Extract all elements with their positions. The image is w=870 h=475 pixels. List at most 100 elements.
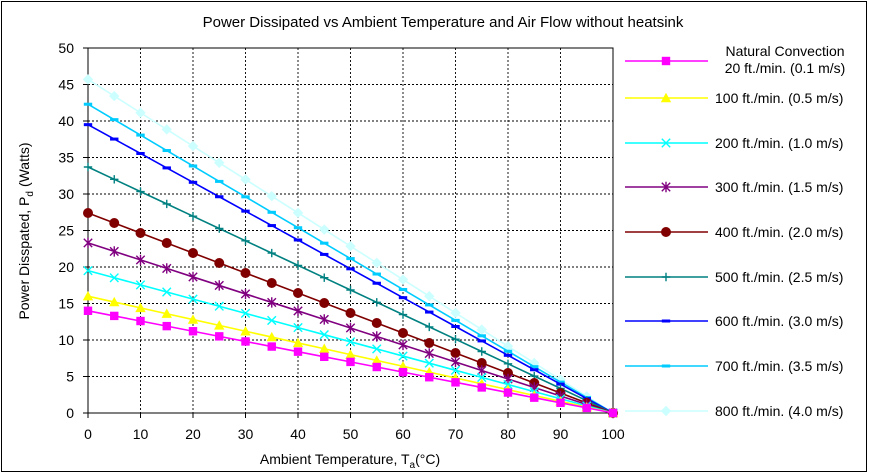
data-point (661, 181, 671, 193)
data-point (319, 224, 330, 235)
x-tick-label: 10 (133, 426, 149, 442)
y-tick-label: 25 (58, 223, 74, 239)
data-point (451, 378, 460, 387)
y-tick-label: 50 (58, 40, 74, 56)
x-axis-label-subscript: a (410, 460, 416, 471)
data-point (319, 297, 330, 308)
data-point (188, 247, 198, 258)
data-point (267, 297, 277, 308)
y-tick-label: 0 (66, 405, 74, 421)
legend-item-4: 300 ft./min. (1.5 m/s) (625, 179, 843, 195)
series-line-3 (83, 265, 618, 418)
data-point (530, 393, 539, 402)
data-point (161, 124, 172, 135)
data-point (503, 349, 513, 353)
y-axis-label: Power Disspated, Pd (Watts) (16, 142, 36, 319)
y-tick-label: 10 (58, 332, 74, 348)
data-point (372, 281, 381, 285)
data-point (162, 166, 171, 170)
series-line-7 (83, 123, 618, 415)
data-point (240, 174, 251, 185)
data-point (83, 123, 93, 127)
data-point (477, 347, 486, 356)
data-point (241, 337, 250, 346)
data-point (135, 254, 146, 266)
data-point (320, 252, 329, 256)
legend-item-9: 800 ft./min. (4.0 m/s) (625, 403, 843, 419)
legend-item-2: 100 ft./min. (0.5 m/s) (625, 90, 843, 106)
data-point (240, 326, 251, 336)
data-point (240, 308, 251, 319)
data-point (346, 267, 355, 271)
data-point (398, 296, 408, 300)
data-point (450, 356, 461, 368)
data-point (293, 287, 303, 298)
series-line-1 (83, 306, 618, 418)
y-tick-label: 40 (58, 113, 74, 129)
data-point (162, 263, 172, 274)
data-point (136, 133, 145, 137)
data-point (503, 373, 513, 385)
data-point (83, 237, 93, 249)
data-point (450, 307, 461, 319)
data-point (110, 311, 119, 321)
data-point (320, 352, 329, 361)
legend-label: 400 ft./min. (2.0 m/s) (715, 224, 843, 240)
data-point (214, 320, 225, 330)
x-tick-label: 40 (290, 426, 306, 442)
plot-area (87, 47, 614, 414)
data-point (476, 357, 487, 368)
data-point (661, 227, 671, 237)
data-point (293, 238, 303, 242)
data-point (135, 227, 146, 238)
data-point (346, 357, 355, 367)
data-point (320, 241, 329, 245)
data-point (214, 157, 225, 168)
data-point (136, 187, 145, 196)
data-point (109, 296, 120, 307)
data-point (162, 321, 171, 331)
data-point (424, 348, 434, 359)
data-point (661, 272, 671, 282)
data-point (188, 164, 198, 168)
data-point (556, 380, 565, 384)
data-point (83, 207, 93, 218)
y-axis-label-main: Power Disspated, P (16, 197, 32, 320)
y-tick-label: 20 (58, 259, 74, 275)
data-point (319, 343, 330, 353)
data-point (503, 353, 513, 357)
data-point (135, 302, 146, 313)
data-point (188, 271, 198, 283)
legend-label: 800 ft./min. (4.0 m/s) (715, 403, 843, 419)
data-point (450, 347, 461, 358)
x-tick-label: 50 (343, 426, 359, 442)
data-point (214, 280, 224, 291)
legend-label: 200 ft./min. (1.0 m/s) (715, 135, 843, 151)
x-axis-label-main: Ambient Temperature, T (260, 451, 410, 467)
data-point (136, 151, 145, 155)
data-point (109, 217, 120, 228)
data-point (424, 358, 434, 368)
data-point (187, 314, 199, 324)
data-point (661, 138, 671, 148)
data-point (162, 199, 171, 209)
data-point (83, 102, 93, 106)
data-point (109, 246, 119, 257)
series-line-5 (83, 207, 618, 418)
data-point (345, 349, 356, 359)
data-point (660, 92, 672, 103)
data-point (188, 180, 198, 184)
data-point (477, 334, 486, 338)
data-point (161, 237, 172, 248)
data-point (293, 347, 303, 356)
data-point (214, 257, 225, 268)
legend-item-7: 600 ft./min. (3.0 m/s) (625, 313, 843, 329)
x-tick-label: 100 (601, 426, 625, 442)
data-point (109, 90, 120, 102)
y-tick-label: 15 (58, 296, 74, 312)
legend-label: 500 ft./min. (2.5 m/s) (715, 269, 843, 285)
data-point (215, 332, 224, 341)
data-point (293, 261, 303, 270)
